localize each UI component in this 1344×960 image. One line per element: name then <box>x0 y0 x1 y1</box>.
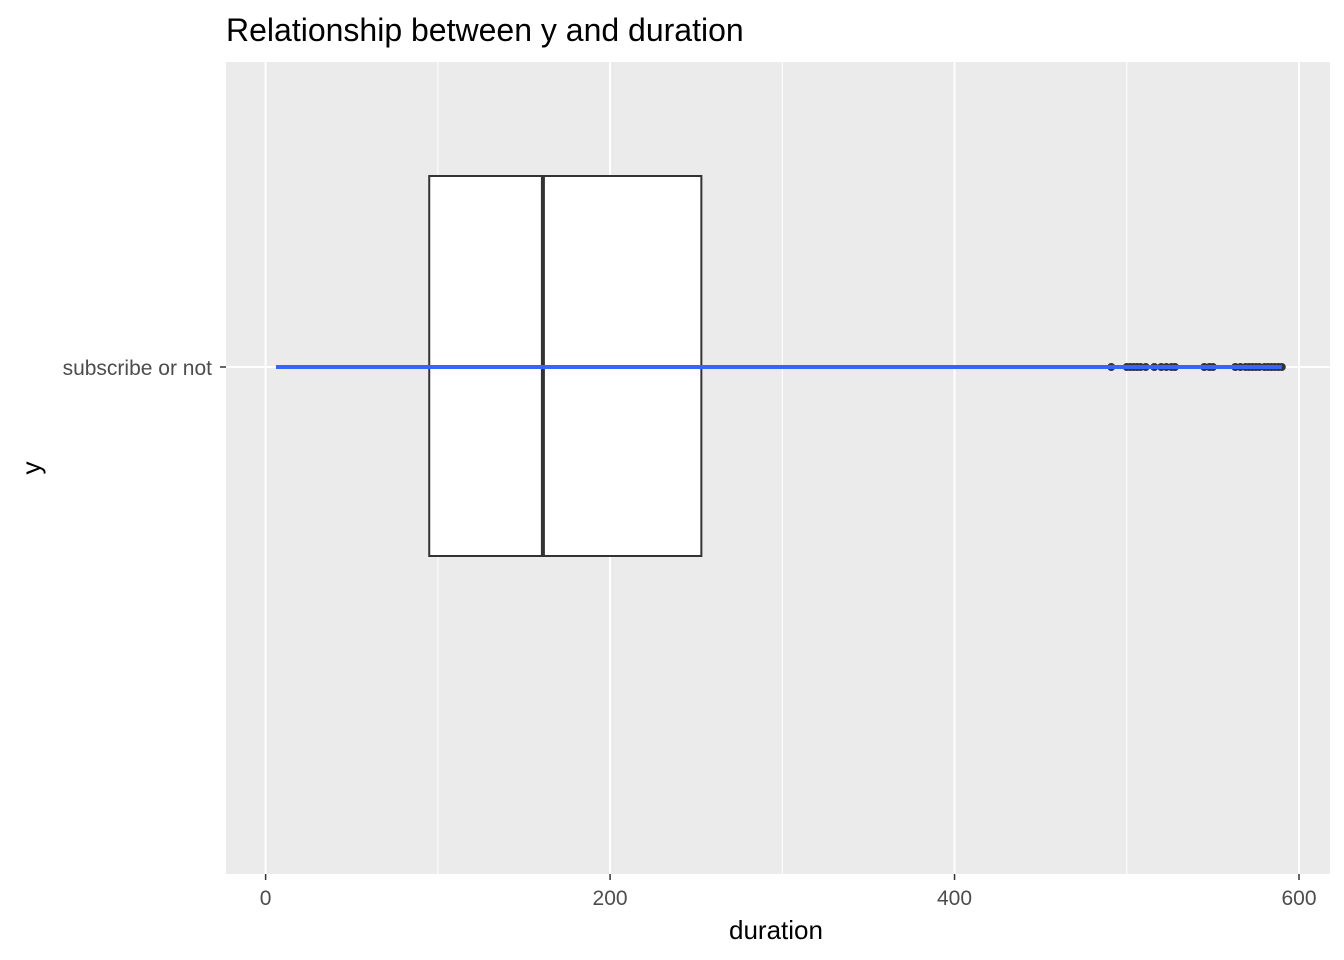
x-tick-label: 200 <box>593 887 628 910</box>
x-axis-ticks: 0 200 400 600 <box>260 874 1317 910</box>
x-tick-label: 0 <box>260 887 272 910</box>
x-tick-label: 600 <box>1281 887 1316 910</box>
y-axis-ticks: subscribe or not <box>63 357 226 380</box>
y-axis-title: y <box>16 462 46 475</box>
plot-panel <box>226 62 1330 874</box>
x-tick-label: 400 <box>937 887 972 910</box>
y-tick-label: subscribe or not <box>63 357 213 380</box>
x-axis-title: duration <box>729 915 823 945</box>
chart-title: Relationship between y and duration <box>226 12 744 48</box>
